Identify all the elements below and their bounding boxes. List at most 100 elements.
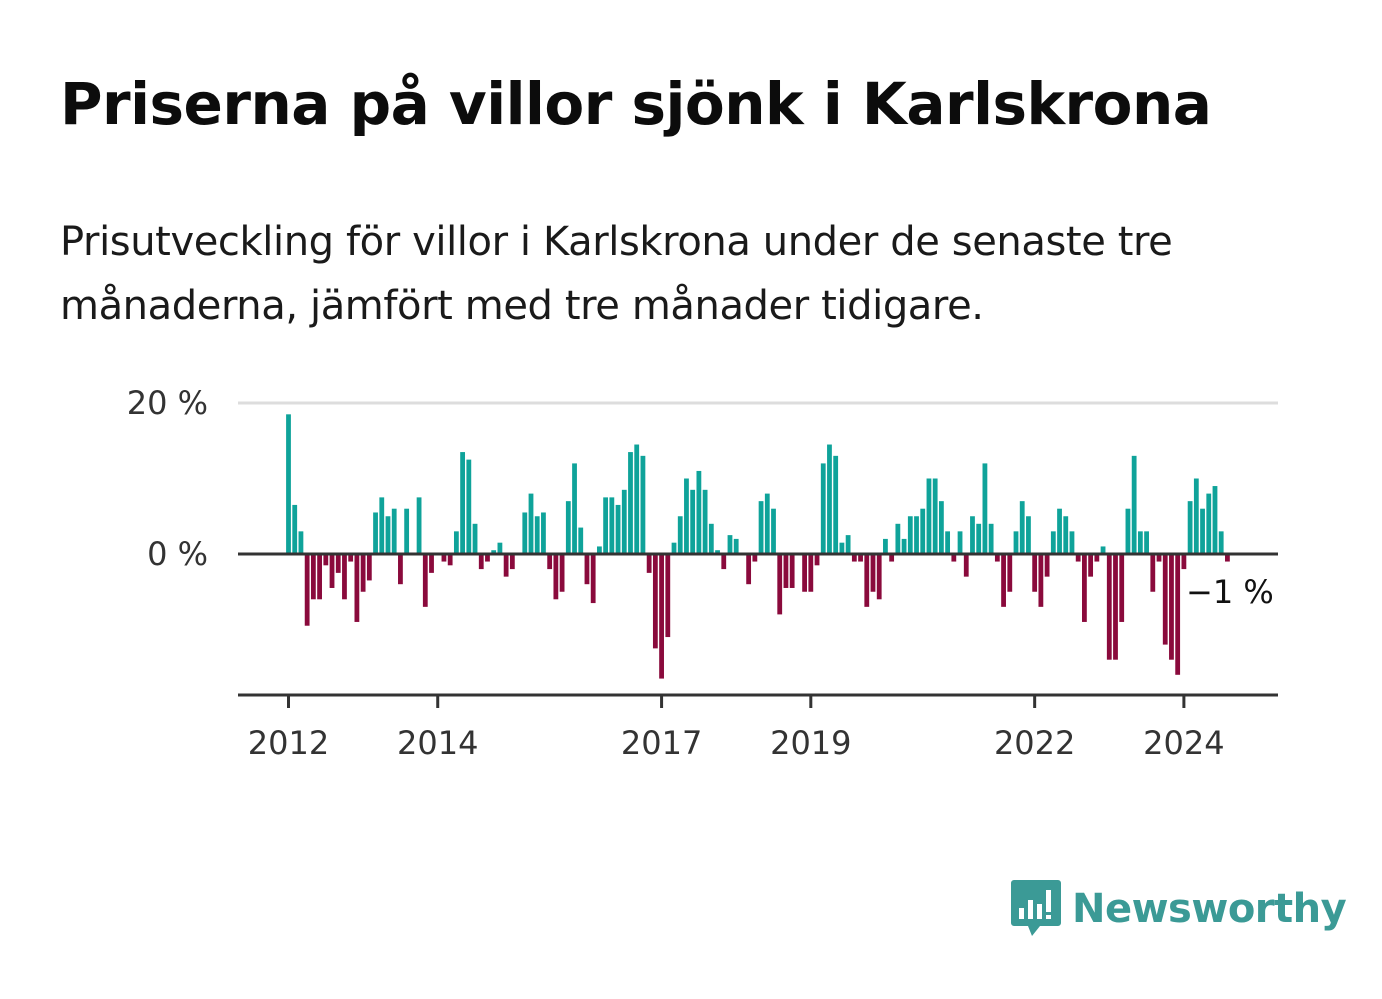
bar bbox=[1069, 531, 1075, 554]
bar bbox=[1131, 455, 1137, 554]
bar bbox=[472, 523, 478, 554]
bar bbox=[466, 459, 472, 554]
bar bbox=[528, 493, 534, 554]
bar bbox=[310, 554, 316, 600]
x-tick-label: 2022 bbox=[994, 724, 1075, 762]
bar bbox=[1218, 531, 1224, 554]
bar bbox=[820, 463, 826, 554]
bar bbox=[858, 554, 863, 562]
bar bbox=[752, 554, 758, 562]
bar bbox=[1001, 554, 1006, 607]
bar bbox=[982, 463, 988, 554]
bar bbox=[559, 554, 565, 592]
bar bbox=[895, 523, 901, 554]
bar bbox=[702, 489, 708, 554]
bar bbox=[416, 497, 422, 554]
bar bbox=[914, 516, 919, 554]
bar bbox=[708, 523, 714, 554]
bar bbox=[354, 554, 360, 622]
bar bbox=[503, 554, 509, 577]
bar bbox=[1106, 554, 1112, 660]
bar bbox=[304, 554, 310, 626]
bar bbox=[286, 414, 291, 554]
bar bbox=[746, 554, 752, 585]
bar bbox=[1193, 478, 1199, 554]
bar bbox=[398, 554, 403, 585]
bar bbox=[298, 531, 304, 554]
bar bbox=[1100, 546, 1106, 554]
bar bbox=[422, 554, 428, 607]
bar bbox=[509, 554, 515, 570]
bar bbox=[453, 531, 459, 554]
chart-title: Priserna på villor sjönk i Karlskrona bbox=[60, 70, 1212, 138]
bar bbox=[994, 554, 1000, 562]
bar bbox=[721, 554, 727, 570]
bar bbox=[391, 508, 397, 554]
x-tick-label: 2012 bbox=[248, 724, 329, 762]
bar bbox=[366, 554, 372, 581]
x-tick-label: 2014 bbox=[397, 724, 478, 762]
bar bbox=[1156, 554, 1162, 562]
bar bbox=[771, 508, 776, 554]
bar bbox=[1113, 554, 1118, 660]
bar bbox=[851, 554, 857, 562]
bar bbox=[1032, 554, 1038, 592]
bar bbox=[565, 501, 571, 554]
bar bbox=[951, 554, 957, 562]
bar bbox=[547, 554, 553, 570]
bar bbox=[1200, 508, 1205, 554]
bar bbox=[553, 554, 559, 600]
bar bbox=[404, 508, 410, 554]
bar bbox=[827, 444, 832, 554]
bar bbox=[1125, 508, 1131, 554]
bar bbox=[317, 554, 322, 600]
bar bbox=[1082, 554, 1087, 622]
bar bbox=[1212, 486, 1218, 554]
bar bbox=[1162, 554, 1168, 645]
bar bbox=[926, 478, 932, 554]
bar bbox=[864, 554, 870, 607]
bar bbox=[597, 546, 602, 554]
newsworthy-logo: Newsworthy bbox=[1010, 878, 1347, 940]
bar bbox=[1150, 554, 1156, 592]
bar bbox=[329, 554, 335, 588]
bar bbox=[1050, 531, 1056, 554]
bar bbox=[901, 538, 907, 554]
bar bbox=[777, 554, 783, 615]
x-tick-label: 2017 bbox=[621, 724, 702, 762]
bar bbox=[634, 444, 640, 554]
bar bbox=[833, 455, 839, 554]
bar bbox=[988, 523, 994, 554]
bar bbox=[1038, 554, 1044, 607]
y-tick-label: 0 % bbox=[147, 535, 208, 573]
bar bbox=[1225, 554, 1230, 562]
bar bbox=[342, 554, 347, 600]
bar bbox=[578, 527, 584, 554]
bar bbox=[789, 554, 795, 588]
bar bbox=[447, 554, 453, 566]
bar bbox=[963, 554, 969, 577]
x-tick-label: 2024 bbox=[1143, 724, 1224, 762]
axes: 0 % 20 % 2012 2014 2017 2019 2022 2024 −1 % bbox=[127, 384, 1278, 762]
bar bbox=[1057, 508, 1062, 554]
bar bbox=[1019, 501, 1025, 554]
bar bbox=[1144, 531, 1149, 554]
bar bbox=[1026, 516, 1031, 554]
bar bbox=[628, 452, 633, 554]
bar bbox=[970, 516, 975, 554]
last-value-label: −1 % bbox=[1186, 573, 1274, 611]
bar bbox=[808, 554, 814, 592]
bar bbox=[1094, 554, 1100, 562]
bar bbox=[1013, 531, 1019, 554]
bar bbox=[907, 516, 913, 554]
bar bbox=[348, 554, 354, 562]
bar bbox=[671, 542, 677, 554]
bar bbox=[590, 554, 596, 604]
y-tick-label: 20 % bbox=[127, 384, 208, 422]
bar bbox=[1044, 554, 1050, 577]
bar bbox=[491, 550, 497, 554]
bar bbox=[889, 554, 895, 562]
bar bbox=[478, 554, 484, 570]
bar bbox=[379, 497, 385, 554]
